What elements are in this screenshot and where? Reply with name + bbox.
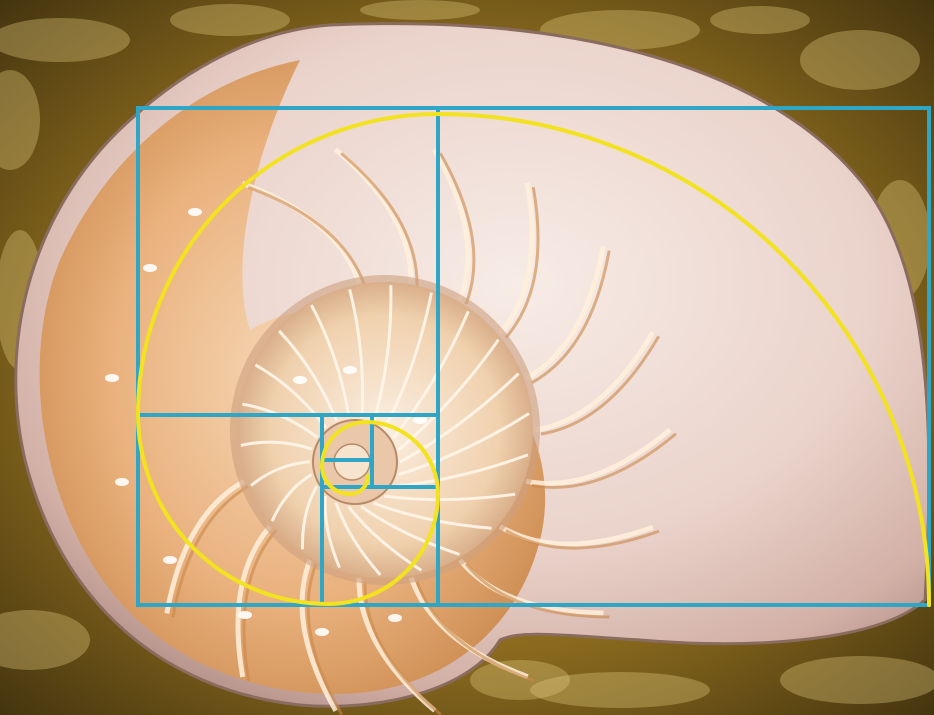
inner-septum <box>278 329 339 422</box>
septum <box>524 246 606 381</box>
background-glint <box>0 18 130 62</box>
inner-septum <box>392 453 529 488</box>
septum-shadow <box>504 186 540 339</box>
golden-spiral <box>135 111 931 607</box>
septum-shadow <box>415 581 535 683</box>
background-glint <box>530 672 710 708</box>
inner-septum <box>373 501 492 530</box>
inner-septum <box>323 495 341 569</box>
septum-shadow <box>340 152 419 287</box>
inner-septum <box>310 304 351 418</box>
inner-septum <box>399 372 520 464</box>
septum <box>534 331 655 433</box>
background-glint <box>0 70 40 170</box>
inner-septum <box>254 363 328 429</box>
background-glint <box>780 656 934 704</box>
background-glint <box>470 660 570 700</box>
inner-septum <box>300 485 319 550</box>
septum <box>235 524 272 678</box>
background-glint <box>360 0 480 20</box>
septum <box>432 148 471 301</box>
inner-septum <box>397 412 530 477</box>
inner-whorl <box>237 282 533 578</box>
siphuncle-dot <box>388 614 402 622</box>
siphuncle-dot <box>163 556 177 564</box>
septum-shadow <box>247 185 367 287</box>
golden-rectangle-outer <box>136 106 931 607</box>
septum <box>299 559 338 712</box>
siphuncle-dot <box>188 208 202 216</box>
inner-whorl-septa <box>240 285 530 576</box>
inner-septum <box>391 310 470 440</box>
nautilus-shell <box>14 22 931 715</box>
golden-rectangle-grid <box>136 106 931 607</box>
siphuncle-dots <box>105 208 427 636</box>
inner-septum <box>250 460 311 487</box>
siphuncle-dot <box>413 416 427 424</box>
shell-septa <box>164 147 677 715</box>
background-glint <box>170 4 290 36</box>
septum-shadow <box>531 250 611 385</box>
septum-shadow <box>505 529 660 550</box>
inner-septum <box>384 492 516 502</box>
background-glint <box>800 30 920 90</box>
septum-shadow <box>242 529 278 682</box>
siphuncle-dot <box>143 264 157 272</box>
inner-septum <box>240 440 313 451</box>
siphuncle-dot <box>293 376 307 384</box>
inner-septum <box>348 289 365 418</box>
septum <box>525 427 672 486</box>
background-glint <box>0 610 90 670</box>
siphuncle-dot <box>238 611 252 619</box>
septum <box>498 182 535 336</box>
siphuncle-dot <box>343 366 357 374</box>
septum-shadow <box>171 483 251 618</box>
background-glint <box>710 6 810 34</box>
inner-septum <box>334 502 382 576</box>
siphuncle-dot <box>315 628 329 636</box>
septum-shadow <box>306 563 344 715</box>
septum-shadow <box>438 152 476 305</box>
septum <box>164 479 246 614</box>
siphuncle-dot <box>115 478 129 486</box>
septum-shadow <box>531 432 677 489</box>
siphuncle-dot <box>105 374 119 382</box>
inner-septum <box>372 285 393 422</box>
inner-septum <box>270 473 313 522</box>
inner-septum <box>360 505 460 556</box>
septum-shadow <box>540 335 661 436</box>
